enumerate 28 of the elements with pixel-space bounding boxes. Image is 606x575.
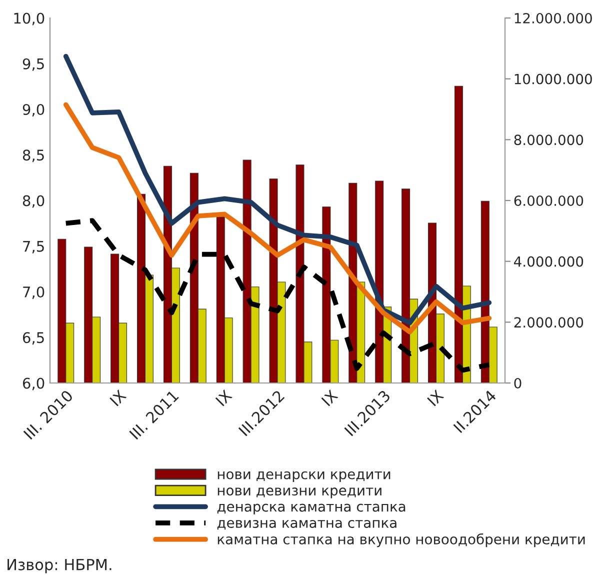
y-tick-label: 9,5: [22, 58, 44, 71]
legend-label: каматна стапка на вкупно новоодобрени кредити: [218, 533, 585, 548]
y-tick-label: 6,0: [22, 378, 44, 390]
y2-tick-label: 4.000.000: [514, 256, 584, 267]
x-tick-label: IX: [215, 389, 232, 406]
y2-tick-label: 12.000.000: [514, 12, 592, 24]
legend-label: денарска каматна стапка: [217, 504, 406, 514]
y-tick-label: 6,5: [22, 332, 44, 345]
y-tick-label: 7,0: [23, 286, 44, 299]
line-series: [63, 102, 492, 334]
x-tick-label: IX: [110, 389, 127, 406]
y2-tick-label: 0: [514, 378, 522, 388]
y2-tick-label: 6.000.000: [514, 195, 584, 206]
legend-label: нови денарски кредити: [218, 471, 390, 482]
x-tick-label: IX: [427, 389, 444, 406]
y-tick-label: 7,5: [23, 241, 44, 254]
y-tick-label: 8,0: [22, 195, 44, 208]
text: Извор: НБРМ.: [8, 558, 112, 574]
y-tick-label: 10,0: [14, 12, 44, 26]
y2-tick-label: 10.000.000: [514, 74, 592, 84]
y2-tick-label: 2.000.000: [514, 317, 584, 328]
x-tick-label: IX: [321, 389, 338, 406]
y-tick-label: 9,0: [22, 104, 44, 116]
legend-label: нови девизни кредити: [218, 488, 382, 498]
line-series: [63, 54, 492, 326]
y2-tick-label: 8.000.000: [514, 134, 584, 146]
y-tick-label: 8,5: [22, 150, 44, 162]
legend-label: девизна каматна стапка: [217, 520, 396, 530]
